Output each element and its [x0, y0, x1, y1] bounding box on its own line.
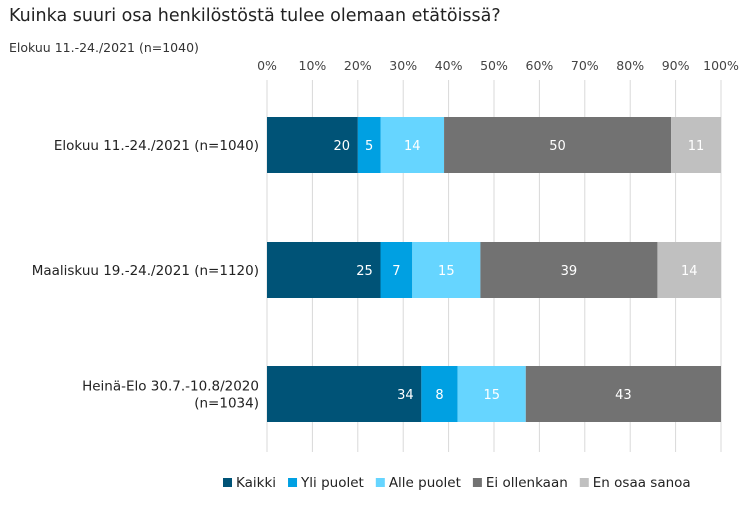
x-tick-label: 50% [480, 58, 508, 73]
legend-swatch [288, 478, 298, 487]
data-label: 20 [334, 139, 351, 154]
category-label: Heinä-Elo 30.7.-10.8/2020 (n=1034) [82, 379, 259, 412]
data-label: 7 [392, 264, 400, 279]
chart-title: Kuinka suuri osa henkilöstöstä tulee ole… [9, 6, 501, 26]
bar-segments [267, 117, 721, 422]
data-label: 15 [438, 264, 455, 279]
legend-swatch [579, 478, 589, 487]
x-tick-label: 80% [616, 58, 644, 73]
legend-swatch [472, 478, 482, 487]
chart-subtitle: Elokuu 11.-24./2021 (n=1040) [9, 40, 199, 55]
legend: Kaikki Yli puolet Alle puolet Ei ollenkaan E… [223, 475, 691, 491]
x-tick-label: 20% [344, 58, 372, 73]
legend-label: Yli puolet [300, 475, 364, 491]
segment-labels: 20 5 14 50 11 25 7 15 39 14 34 8 15 43 [334, 139, 705, 403]
bar-segment [357, 117, 381, 173]
category-label: Elokuu 11.-24./2021 (n=1040) [54, 138, 259, 154]
legend-label: Alle puolet [389, 475, 461, 491]
bar-segment [380, 242, 413, 298]
data-label: 25 [356, 264, 373, 279]
data-label: 43 [615, 388, 632, 403]
legend-swatch [223, 478, 232, 487]
data-label: 8 [435, 388, 443, 403]
legend-label: En osaa sanoa [593, 475, 691, 491]
data-label: 14 [404, 139, 421, 154]
category-labels: Elokuu 11.-24./2021 (n=1040) Maaliskuu 19… [32, 138, 259, 412]
bar-segment [380, 117, 445, 173]
x-tick-label: 0% [257, 58, 277, 73]
bar-segment [657, 242, 721, 298]
data-label: 5 [365, 139, 373, 154]
bar-segment [457, 366, 526, 422]
data-label: 34 [397, 388, 414, 403]
x-tick-label: 60% [526, 58, 554, 73]
data-label: 14 [681, 264, 698, 279]
bar-segment [480, 242, 658, 298]
bar-segment [525, 366, 721, 422]
x-tick-label: 40% [435, 58, 463, 73]
x-tick-label: 90% [662, 58, 690, 73]
x-tick-label: 100% [703, 58, 739, 73]
x-tick-label: 10% [299, 58, 327, 73]
x-axis-ticks: 0% 10% 20% 30% 40% 50% 60% 70% 80% 90% 100% [257, 58, 739, 73]
bar-segment [421, 366, 458, 422]
legend-swatch [375, 478, 385, 487]
data-label: 50 [549, 139, 566, 154]
legend-label: Ei ollenkaan [486, 475, 568, 491]
bar-segment [412, 242, 481, 298]
data-label: 15 [483, 388, 500, 403]
legend-label: Kaikki [236, 475, 276, 491]
bar-segment [671, 117, 721, 173]
bar-segment [267, 366, 422, 422]
x-tick-label: 70% [571, 58, 599, 73]
x-tick-label: 30% [389, 58, 417, 73]
data-label: 39 [561, 264, 578, 279]
category-label: Maaliskuu 19.-24./2021 (n=1120) [32, 263, 259, 279]
bar-segment [444, 117, 672, 173]
data-label: 11 [688, 139, 705, 154]
bar-segment [267, 242, 381, 298]
bar-segment [267, 117, 358, 173]
